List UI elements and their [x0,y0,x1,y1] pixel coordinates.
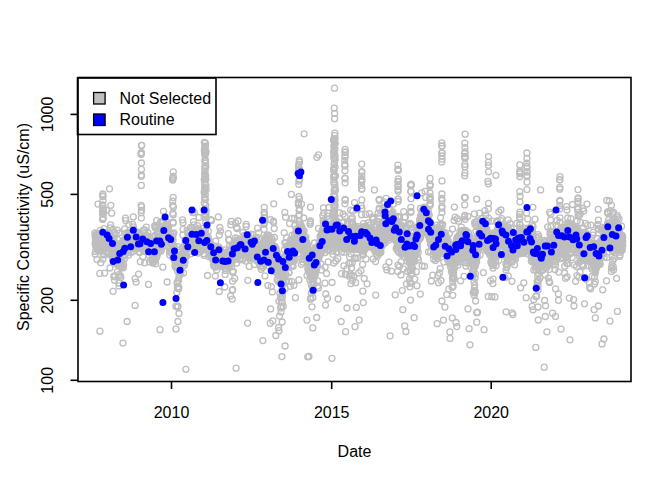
svg-text:200: 200 [39,287,56,314]
svg-text:2010: 2010 [154,404,190,421]
svg-text:1000: 1000 [39,97,56,133]
svg-text:Specific Conductivity (uS/cm): Specific Conductivity (uS/cm) [15,123,32,331]
svg-text:Routine: Routine [120,111,175,128]
svg-text:100: 100 [39,367,56,394]
svg-text:500: 500 [39,181,56,208]
svg-text:2015: 2015 [314,404,350,421]
svg-text:2020: 2020 [473,404,509,421]
svg-text:Date: Date [338,443,372,460]
svg-text:Not Selected: Not Selected [120,90,212,107]
